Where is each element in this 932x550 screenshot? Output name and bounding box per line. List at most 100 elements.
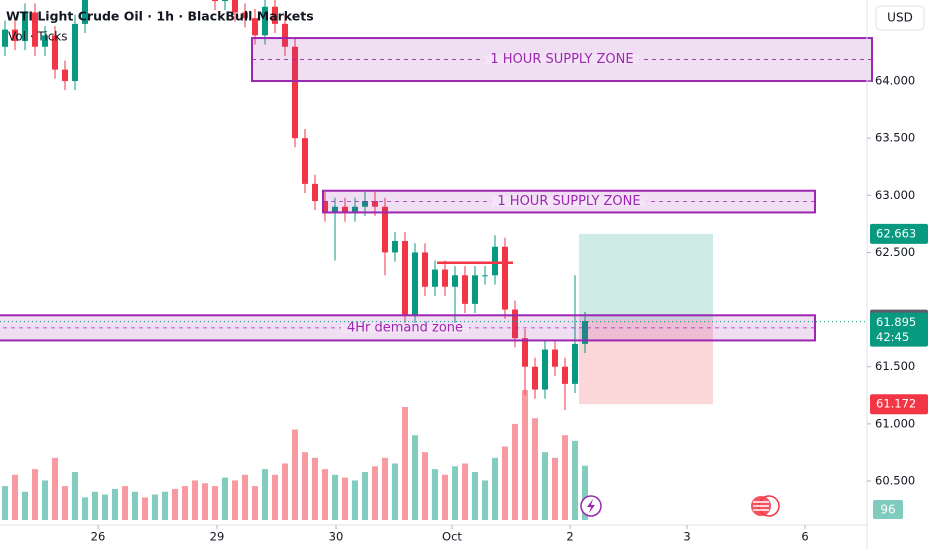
candle-body (422, 252, 428, 287)
volume-bar (222, 477, 228, 520)
candle-body (32, 12, 38, 47)
candle-body (412, 252, 418, 316)
candle-body (302, 138, 308, 184)
volume-bar (282, 463, 288, 520)
volume-bar (152, 494, 158, 520)
volume-bar (42, 480, 48, 520)
zone-label-bg (484, 54, 640, 65)
y-tick-label: 61.000 (875, 416, 915, 430)
volume-bar (482, 480, 488, 520)
price-marker-label: 61.895 (876, 315, 916, 329)
candle-body (362, 201, 368, 207)
candle-body (252, 18, 258, 36)
volume-bar (522, 390, 528, 520)
candle-body (402, 241, 408, 316)
volume-bar (192, 480, 198, 520)
volume-bar (392, 463, 398, 520)
candle-body (312, 183, 318, 202)
candle-body (442, 269, 448, 287)
x-tick-label: 3 (683, 530, 690, 544)
y-tick-label: 63.000 (875, 188, 915, 202)
candle-body (212, 0, 218, 2)
plot-area (2, 0, 713, 520)
y-tick-label: 60.500 (875, 474, 915, 488)
volume-bar (542, 452, 548, 520)
candle-body (542, 349, 548, 390)
volume-bar (172, 488, 178, 520)
volume-bar (122, 486, 128, 520)
volume-bar (292, 429, 298, 520)
volume-bar (162, 491, 168, 520)
volume-bar (332, 474, 338, 520)
volume-bar (442, 474, 448, 520)
volume-bar (402, 406, 408, 520)
volume-bar (302, 452, 308, 520)
candle-body (272, 6, 278, 24)
price-marker (870, 312, 928, 347)
price-marker (870, 223, 928, 244)
x-tick-label: 6 (801, 530, 808, 544)
volume-bar (342, 477, 348, 520)
volume-bar (312, 457, 318, 520)
candle-body (22, 12, 28, 42)
candle-body (352, 206, 358, 213)
chart-subtitle: Vol · Ticks (8, 30, 68, 44)
volume-bar (142, 497, 148, 520)
candle-body (12, 29, 18, 42)
volume-bar (252, 486, 258, 520)
candle-body (552, 349, 558, 367)
volume-bar (572, 440, 578, 520)
candle-body (52, 35, 58, 70)
volume-bar (132, 491, 138, 520)
volume-bar (202, 483, 208, 520)
candle-body (472, 275, 478, 304)
candle-body (432, 269, 438, 287)
volume-bar (112, 488, 118, 520)
currency-button[interactable] (875, 5, 925, 31)
candle-body (482, 275, 488, 277)
volume-bar (52, 457, 58, 520)
candle-body (572, 343, 578, 384)
volume-bar (212, 486, 218, 520)
volume-bar (472, 471, 478, 520)
volume-bar (242, 474, 248, 520)
volume-value: 96 (880, 503, 895, 517)
volume-bar (272, 474, 278, 520)
zone-label: 4Hr demand zone (347, 320, 463, 335)
candle-body (282, 23, 288, 47)
candle-body (492, 246, 498, 276)
volume-bar (422, 452, 428, 520)
position-target (579, 233, 713, 320)
lightning-icon[interactable] (580, 495, 602, 517)
volume-bar (532, 418, 538, 520)
candle-body (292, 46, 298, 139)
zone-label-bg (491, 196, 647, 207)
volume-bar (262, 469, 268, 520)
y-tick-label: 64.000 (875, 74, 915, 88)
candle-body (462, 275, 468, 304)
countdown-label: 42:45 (876, 330, 909, 344)
volume-bar (562, 435, 568, 520)
x-tick-label: 30 (329, 530, 344, 544)
candle-body (62, 69, 68, 82)
candle-body (322, 201, 328, 213)
candle-body (502, 246, 508, 310)
volume-bar (432, 469, 438, 520)
candle-body (532, 366, 538, 390)
price-marker (870, 394, 928, 415)
y-tick-label: 61.500 (875, 359, 915, 373)
x-tick-label: 26 (91, 530, 106, 544)
volume-bar (12, 474, 18, 520)
volume-bar (582, 465, 588, 520)
price-marker-label: 61.172 (876, 397, 916, 411)
candle-body (262, 6, 268, 36)
volume-bar (502, 446, 508, 520)
volume-bar (512, 423, 518, 520)
y-tick-label: 62.500 (875, 245, 915, 259)
candle-body (512, 309, 518, 339)
volume-bar (322, 469, 328, 520)
event-flag-icon[interactable] (751, 495, 780, 517)
overlay: 1 HOUR SUPPLY ZONE 1 HOUR SUPPLY ZONE 4Hr … (0, 37, 873, 342)
